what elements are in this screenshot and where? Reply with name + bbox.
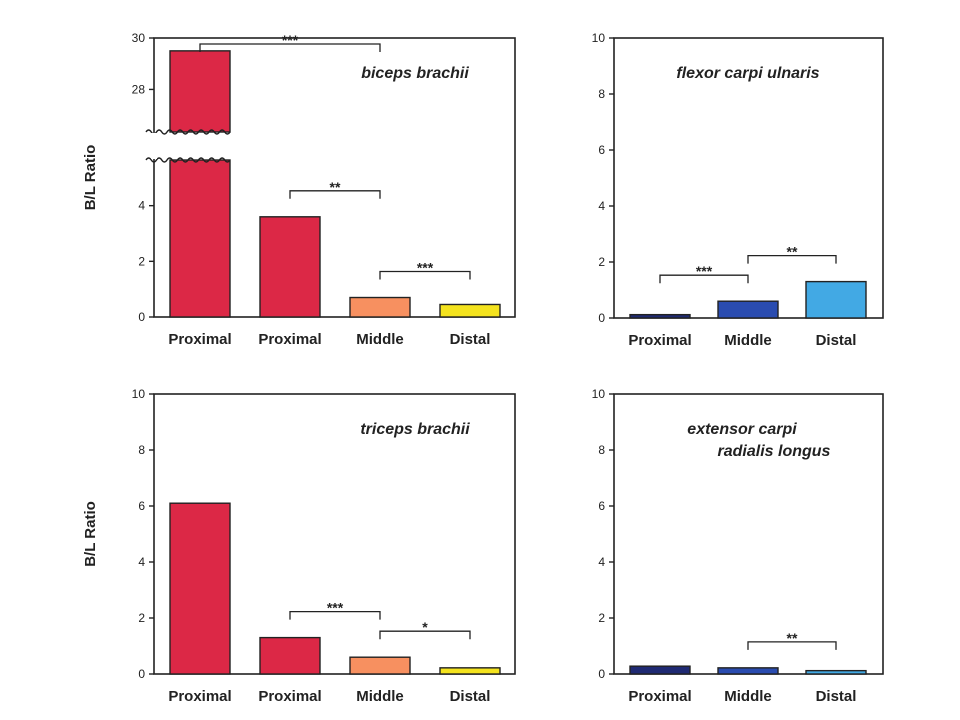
x-tick-label: Middle bbox=[724, 688, 772, 705]
axis-break-mark bbox=[145, 129, 231, 135]
significance-bracket bbox=[747, 254, 837, 264]
chart-title: extensor carpi bbox=[687, 421, 797, 438]
bar bbox=[349, 296, 411, 318]
significance-bracket bbox=[379, 630, 471, 640]
bar bbox=[439, 667, 501, 675]
y-tick-label: 28 bbox=[132, 82, 146, 96]
y-tick-label: 2 bbox=[598, 611, 605, 625]
y-tick-label: 4 bbox=[598, 555, 605, 569]
chart-title: flexor carpi ulnaris bbox=[676, 65, 819, 82]
x-tick-label: Proximal bbox=[168, 688, 231, 705]
y-tick-label: 4 bbox=[138, 199, 145, 213]
significance-label: *** bbox=[327, 600, 344, 616]
x-tick-label: Middle bbox=[724, 332, 772, 349]
bar bbox=[629, 665, 691, 675]
y-tick-label: 10 bbox=[592, 31, 606, 45]
y-tick-label: 4 bbox=[138, 555, 145, 569]
bar-upper-segment bbox=[169, 50, 231, 133]
x-tick-label: Middle bbox=[356, 688, 404, 705]
significance-label: ** bbox=[787, 244, 798, 260]
bar bbox=[717, 667, 779, 675]
bar bbox=[259, 636, 321, 675]
y-tick-label: 10 bbox=[592, 387, 606, 401]
x-tick-label: Proximal bbox=[258, 688, 321, 705]
x-tick-label: Distal bbox=[816, 332, 857, 349]
axis-break-mark bbox=[145, 157, 231, 163]
y-tick-label: 8 bbox=[598, 443, 605, 457]
bar bbox=[629, 313, 691, 319]
y-tick-label: 2 bbox=[138, 611, 145, 625]
x-tick-label: Middle bbox=[356, 331, 404, 348]
plot-frame bbox=[153, 37, 516, 318]
x-tick-label: Distal bbox=[450, 331, 491, 348]
chart-panel-1: 0 2 4 28 30 B/L Ratio biceps brachii Proximal Pr… bbox=[82, 31, 516, 348]
significance-label: * bbox=[422, 619, 428, 635]
bar bbox=[259, 216, 321, 318]
significance-label: *** bbox=[696, 263, 713, 279]
y-axis-label: B/L Ratio bbox=[82, 501, 99, 567]
y-tick-label: 2 bbox=[598, 255, 605, 269]
y-tick-label: 0 bbox=[598, 311, 605, 325]
bar bbox=[169, 159, 231, 318]
chart-title: biceps brachii bbox=[361, 65, 469, 82]
y-axis-label: B/L Ratio bbox=[82, 145, 99, 211]
x-tick-label: Proximal bbox=[168, 331, 231, 348]
x-tick-label: Proximal bbox=[258, 331, 321, 348]
chart-panel-2: 0 2 4 6 8 10 flexor carpi ulnaris Proximal Middl… bbox=[592, 31, 884, 349]
chart-panel-3: 0 2 4 6 8 10 B/L Ratio triceps brachii Proximal P… bbox=[82, 387, 516, 705]
axis-break-gap bbox=[151, 133, 157, 159]
plot-frame bbox=[153, 393, 516, 675]
significance-label: ** bbox=[787, 630, 798, 646]
bar bbox=[349, 656, 411, 675]
significance-bracket bbox=[199, 43, 381, 52]
y-tick-label: 4 bbox=[598, 199, 605, 213]
y-tick-label: 0 bbox=[138, 310, 145, 324]
y-tick-label: 10 bbox=[132, 387, 146, 401]
bar bbox=[717, 300, 779, 319]
chart-title-line2: radialis longus bbox=[718, 443, 831, 460]
x-tick-label: Proximal bbox=[628, 332, 691, 349]
significance-label: *** bbox=[282, 32, 299, 48]
chart-panel-4: 0 2 4 6 8 10 extensor carpi radialis longus Prox… bbox=[592, 387, 884, 705]
significance-bracket bbox=[659, 274, 749, 284]
bar bbox=[439, 303, 501, 318]
significance-bracket bbox=[289, 610, 381, 620]
bar bbox=[805, 669, 867, 675]
significance-bracket bbox=[289, 190, 381, 199]
y-tick-label: 8 bbox=[138, 443, 145, 457]
significance-bracket bbox=[747, 641, 837, 650]
y-tick-label: 8 bbox=[598, 87, 605, 101]
x-tick-label: Distal bbox=[450, 688, 491, 705]
y-tick-label: 6 bbox=[598, 499, 605, 513]
y-tick-label: 0 bbox=[598, 667, 605, 681]
y-tick-label: 6 bbox=[598, 143, 605, 157]
bar bbox=[805, 280, 867, 319]
y-tick-label: 6 bbox=[138, 499, 145, 513]
significance-label: *** bbox=[417, 260, 434, 276]
chart-title: triceps brachii bbox=[360, 421, 470, 438]
x-tick-label: Distal bbox=[816, 688, 857, 705]
y-tick-label: 2 bbox=[138, 254, 145, 268]
y-tick-label: 0 bbox=[138, 667, 145, 681]
bar bbox=[169, 502, 231, 675]
x-tick-label: Proximal bbox=[628, 688, 691, 705]
significance-bracket bbox=[379, 270, 471, 280]
y-tick-label: 30 bbox=[132, 31, 146, 45]
significance-label: ** bbox=[330, 179, 341, 195]
